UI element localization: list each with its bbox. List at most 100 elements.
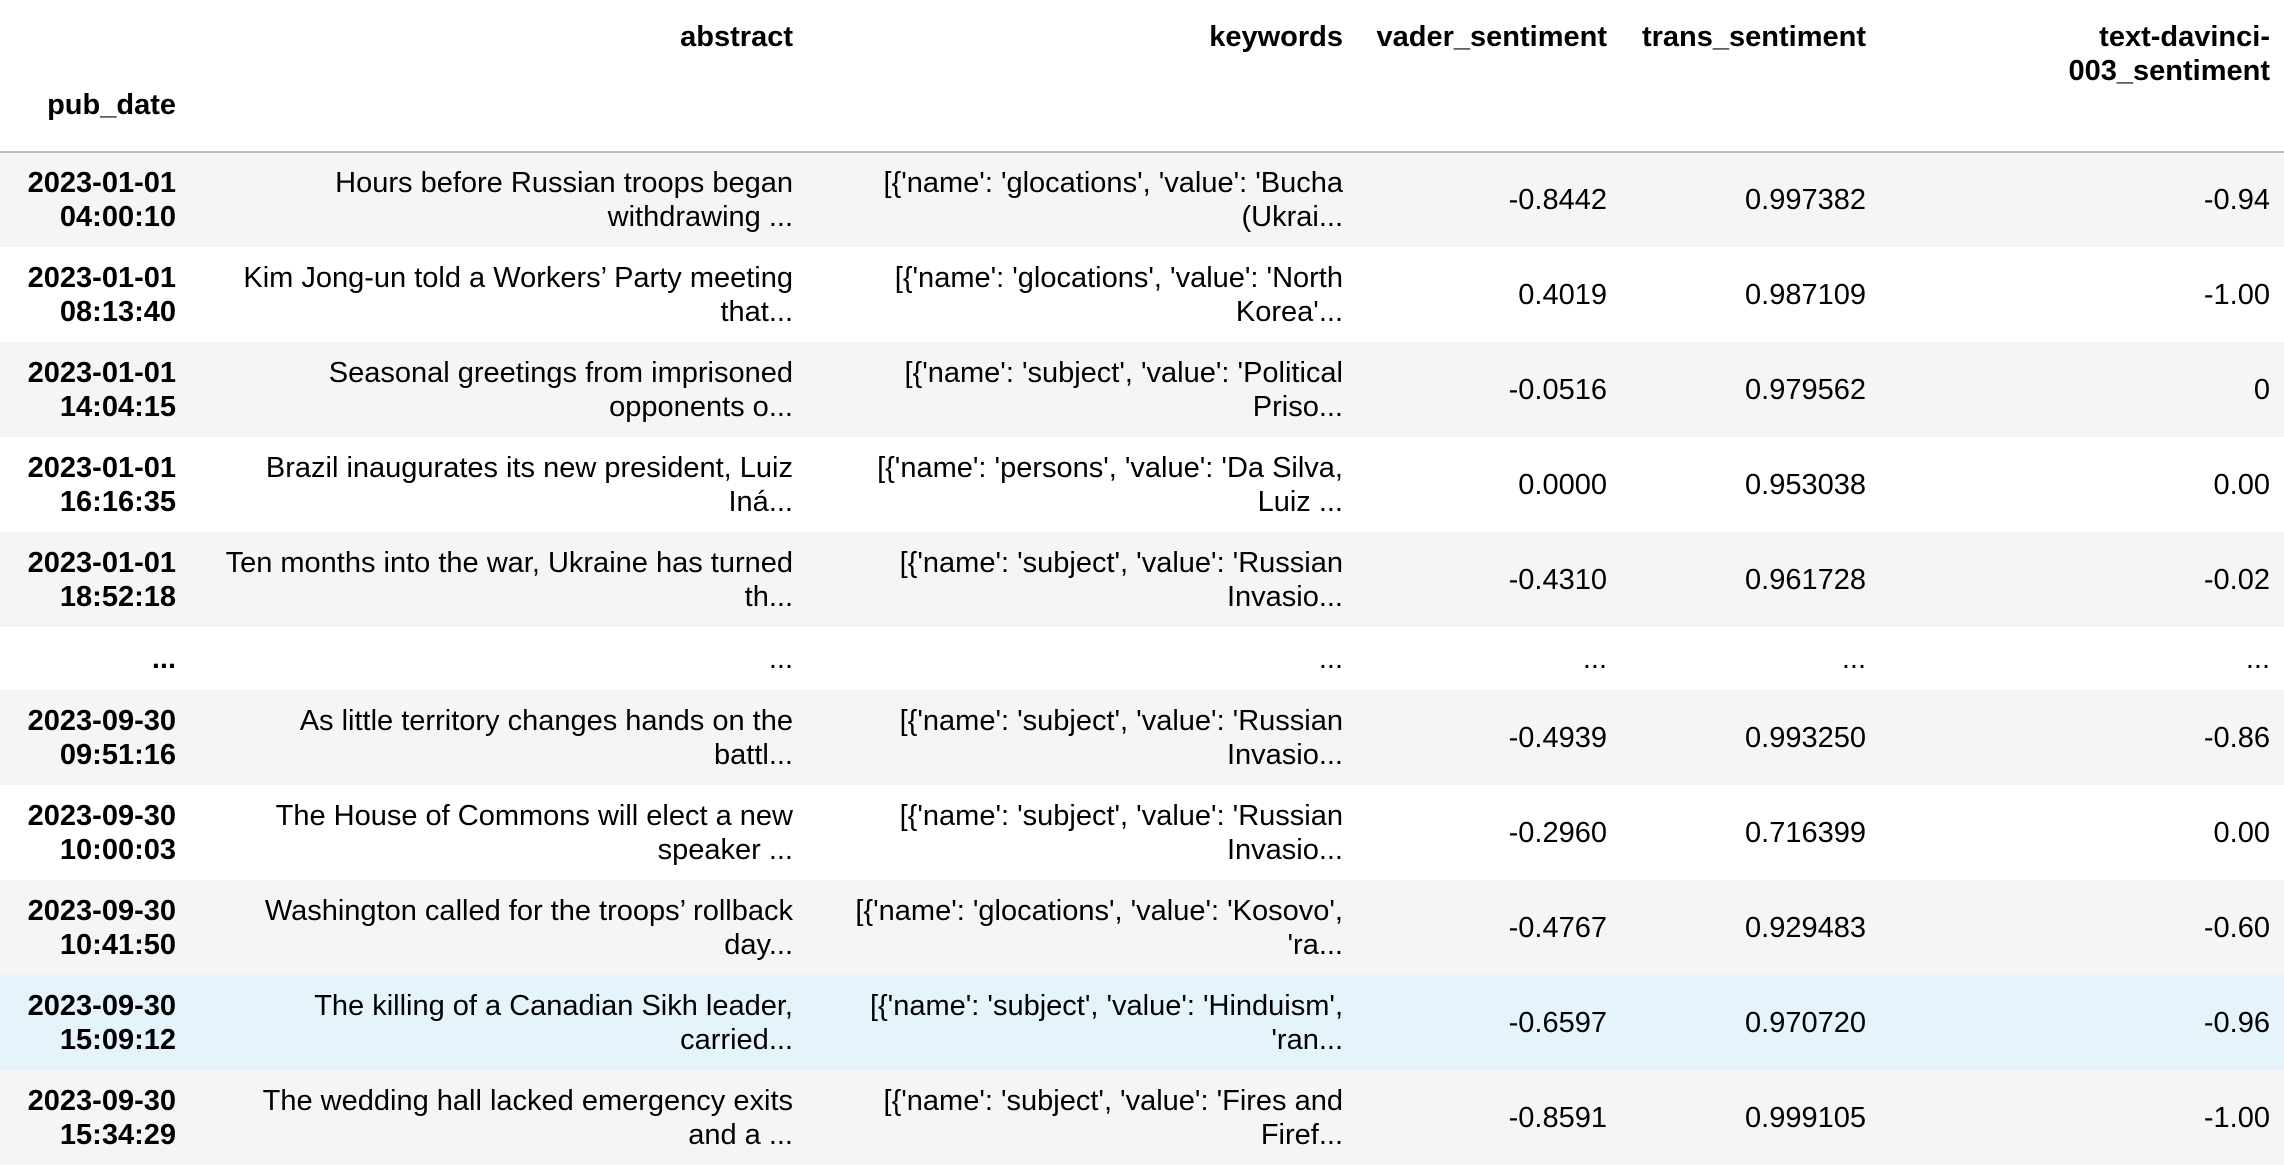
- row-index-pub-date: 2023-01-01 08:13:40: [0, 247, 190, 342]
- table-row[interactable]: 2023-01-01 08:13:40 Kim Jong-un told a Wor…: [0, 247, 2284, 342]
- table-row[interactable]: 2023-09-30 15:34:29 The wedding hall lacke…: [0, 1070, 2284, 1165]
- cell-davinci-sentiment-line: -0.60: [2203, 911, 2270, 944]
- table-row[interactable]: 2023-09-30 09:51:16 As little territory ch…: [0, 690, 2284, 785]
- row-index-pub-date-line: 2023-09-30: [27, 989, 176, 1022]
- row-index-pub-date-line: 18:52:18: [59, 580, 176, 613]
- table-row[interactable]: 2023-01-01 14:04:15 Seasonal greetings fro…: [0, 342, 2284, 437]
- row-index-pub-date-line: 10:41:50: [59, 928, 176, 961]
- cell-vader-sentiment: -0.4939: [1357, 690, 1621, 785]
- cell-vader-sentiment-line: -0.4310: [1508, 563, 1607, 596]
- table-row[interactable]: 2023-09-30 10:00:03 The House of Commons w…: [0, 785, 2284, 880]
- column-header-vader-sentiment: vader_sentiment: [1376, 21, 1608, 53]
- cell-vader-sentiment-line: -0.0516: [1508, 373, 1607, 406]
- table-row[interactable]: 2023-01-01 16:16:35 Brazil inaugurates its…: [0, 437, 2284, 532]
- cell-abstract: Washington called for the troops’ rollba…: [190, 880, 807, 975]
- cell-davinci-sentiment-line: 0.00: [2213, 816, 2270, 849]
- cell-keywords: [{'name': 'subject', 'value': 'Hinduism'…: [807, 975, 1357, 1070]
- cell-trans-sentiment-line: 0.987109: [1745, 278, 1866, 311]
- cell-vader-sentiment-line: -0.4939: [1508, 721, 1607, 754]
- ellipsis-cell: ...: [1582, 642, 1607, 675]
- row-index-pub-date-line: 04:00:10: [59, 201, 176, 233]
- cell-keywords: [{'name': 'subject', 'value': 'Russian In…: [807, 690, 1357, 785]
- row-index-pub-date: 2023-09-30 09:51:16: [0, 690, 190, 785]
- cell-keywords-line: 'ra...: [1287, 928, 1344, 961]
- cell-davinci-sentiment: -0.02: [1880, 532, 2284, 627]
- cell-vader-sentiment: -0.4767: [1357, 880, 1621, 975]
- index-header-row: pub_date: [0, 88, 2284, 152]
- dataframe-body: 2023-01-01 04:00:10 Hours before Russian t…: [0, 152, 2284, 1165]
- row-index-pub-date: 2023-09-30 15:34:29: [0, 1070, 190, 1165]
- row-index-pub-date-line: 2023-01-01: [27, 261, 176, 294]
- cell-abstract-line: As little territory changes hands on the: [299, 704, 793, 737]
- cell-davinci-sentiment: -0.94: [1880, 152, 2284, 247]
- cell-vader-sentiment-line: -0.4767: [1508, 911, 1607, 944]
- row-index-pub-date: 2023-09-30 10:00:03: [0, 785, 190, 880]
- cell-keywords-line: 'ran...: [1271, 1023, 1343, 1056]
- table-row[interactable]: 2023-09-30 15:09:12 The killing of a Canad…: [0, 975, 2284, 1070]
- cell-vader-sentiment-line: 0.0000: [1518, 468, 1607, 501]
- ellipsis-cell: ...: [2245, 642, 2270, 675]
- cell-trans-sentiment: 0.716399: [1621, 785, 1880, 880]
- cell-davinci-sentiment-line: -1.00: [2203, 278, 2270, 311]
- cell-trans-sentiment: 0.993250: [1621, 690, 1880, 785]
- cell-keywords-line: [{'name': 'subject', 'value': 'Russian: [899, 704, 1343, 737]
- cell-davinci-sentiment-line: 0: [2253, 373, 2270, 406]
- table-row[interactable]: 2023-01-01 18:52:18 Ten months into the wa…: [0, 532, 2284, 627]
- cell-abstract: The wedding hall lacked emergency exits a…: [190, 1070, 807, 1165]
- cell-davinci-sentiment: -0.86: [1880, 690, 2284, 785]
- row-index-pub-date-line: 2023-09-30: [27, 894, 176, 927]
- cell-abstract-line: opponents o...: [609, 390, 793, 423]
- cell-keywords-line: Luiz ...: [1257, 485, 1343, 518]
- cell-abstract-line: Iná...: [728, 485, 794, 518]
- cell-trans-sentiment: 0.999105: [1621, 1070, 1880, 1165]
- cell-keywords: [{'name': 'glocations', 'value': 'Bucha(…: [807, 152, 1357, 247]
- row-index-pub-date: 2023-01-01 04:00:10: [0, 152, 190, 247]
- cell-trans-sentiment-line: 0.970720: [1745, 1006, 1866, 1039]
- cell-vader-sentiment: -0.0516: [1357, 342, 1621, 437]
- cell-abstract: Brazil inaugurates its new president, Lu…: [190, 437, 807, 532]
- cell-vader-sentiment: 0.0000: [1357, 437, 1621, 532]
- cell-trans-sentiment: 0.929483: [1621, 880, 1880, 975]
- cell-abstract-line: Ten months into the war, Ukraine has tur…: [225, 546, 793, 579]
- cell-vader-sentiment: -0.2960: [1357, 785, 1621, 880]
- corner-header: [0, 0, 190, 88]
- cell-keywords-line: (Ukrai...: [1241, 201, 1344, 233]
- cell-keywords-line: Invasio...: [1226, 833, 1343, 866]
- cell-keywords-line: [{'name': 'glocations', 'value': 'Bucha: [883, 167, 1343, 199]
- cell-trans-sentiment: 0.987109: [1621, 247, 1880, 342]
- cell-keywords-line: [{'name': 'subject', 'value': 'Political: [904, 356, 1343, 389]
- cell-vader-sentiment-line: -0.2960: [1508, 816, 1607, 849]
- cell-davinci-sentiment: -0.96: [1880, 975, 2284, 1070]
- cell-abstract-line: Hours before Russian troops began: [335, 167, 793, 199]
- cell-abstract-line: The wedding hall lacked emergency exits: [262, 1084, 793, 1117]
- row-index-pub-date-line: 08:13:40: [59, 295, 176, 328]
- cell-keywords-line: [{'name': 'subject', 'value': 'Hinduism'…: [869, 989, 1343, 1022]
- row-index-pub-date-line: 15:34:29: [59, 1118, 176, 1151]
- cell-davinci-sentiment-line: -0.94: [2203, 184, 2270, 216]
- table-row[interactable]: 2023-09-30 10:41:50 Washington called for …: [0, 880, 2284, 975]
- table-row[interactable]: 2023-01-01 04:00:10 Hours before Russian t…: [0, 152, 2284, 247]
- cell-abstract: The killing of a Canadian Sikh leader, ca…: [190, 975, 807, 1070]
- cell-abstract: The House of Commons will elect a new spe…: [190, 785, 807, 880]
- cell-abstract-line: day...: [724, 928, 793, 961]
- cell-trans-sentiment: 0.970720: [1621, 975, 1880, 1070]
- index-name-header: pub_date: [47, 89, 176, 121]
- ellipsis-cell: ...: [151, 642, 176, 675]
- cell-abstract-line: Washington called for the troops’ rollba…: [264, 894, 793, 927]
- davinci-header-line1: text-davinci-: [2099, 21, 2270, 53]
- cell-davinci-sentiment: -1.00: [1880, 1070, 2284, 1165]
- cell-davinci-sentiment: 0: [1880, 342, 2284, 437]
- row-index-pub-date-line: 14:04:15: [59, 390, 176, 423]
- cell-keywords: [{'name': 'subject', 'value': 'Russian In…: [807, 532, 1357, 627]
- cell-davinci-sentiment-line: -0.86: [2203, 721, 2270, 754]
- cell-keywords: [{'name': 'subject', 'value': 'Russian In…: [807, 785, 1357, 880]
- column-header-row: abstract keywords vader_sentiment trans_…: [0, 0, 2284, 88]
- cell-vader-sentiment: -0.8442: [1357, 152, 1621, 247]
- cell-vader-sentiment-line: -0.8591: [1508, 1101, 1607, 1134]
- cell-keywords-line: Invasio...: [1226, 738, 1343, 771]
- cell-keywords: [{'name': 'persons', 'value': 'Da Silva,…: [807, 437, 1357, 532]
- cell-keywords-line: Firef...: [1260, 1118, 1343, 1151]
- cell-abstract: As little territory changes hands on the…: [190, 690, 807, 785]
- ellipsis-cell: ...: [768, 642, 793, 675]
